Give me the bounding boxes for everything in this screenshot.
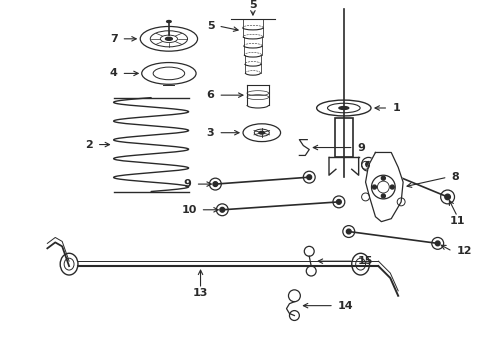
Circle shape xyxy=(346,229,351,234)
Polygon shape xyxy=(366,153,403,222)
Text: 15: 15 xyxy=(358,256,373,266)
Text: 1: 1 xyxy=(392,103,400,113)
Circle shape xyxy=(213,182,218,186)
Ellipse shape xyxy=(167,21,171,23)
Text: 4: 4 xyxy=(110,68,118,78)
Text: 9: 9 xyxy=(184,179,192,189)
Ellipse shape xyxy=(259,131,265,134)
Text: 10: 10 xyxy=(181,205,196,215)
Ellipse shape xyxy=(166,37,172,40)
Text: 8: 8 xyxy=(452,172,459,182)
Text: 9: 9 xyxy=(358,143,366,153)
Text: 6: 6 xyxy=(206,90,214,100)
Circle shape xyxy=(307,175,312,180)
Text: 5: 5 xyxy=(249,0,257,10)
Circle shape xyxy=(435,241,440,246)
Circle shape xyxy=(220,207,224,212)
Text: 14: 14 xyxy=(338,301,353,311)
Circle shape xyxy=(390,185,394,189)
Circle shape xyxy=(372,185,376,189)
Text: 13: 13 xyxy=(193,288,208,298)
Circle shape xyxy=(366,162,371,167)
Text: 7: 7 xyxy=(110,34,118,44)
Text: 12: 12 xyxy=(457,246,472,256)
Text: 3: 3 xyxy=(207,128,214,138)
Circle shape xyxy=(381,176,385,180)
Circle shape xyxy=(445,194,450,200)
Circle shape xyxy=(337,199,341,204)
Ellipse shape xyxy=(339,107,349,109)
Text: 11: 11 xyxy=(450,216,465,226)
Text: 2: 2 xyxy=(85,140,93,149)
Text: 5: 5 xyxy=(207,21,214,31)
Circle shape xyxy=(381,194,385,198)
